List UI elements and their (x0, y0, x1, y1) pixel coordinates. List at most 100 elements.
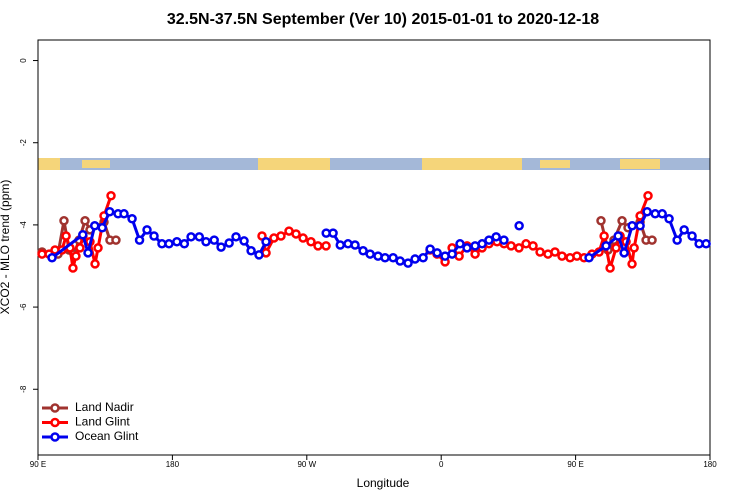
data-point (298, 233, 308, 243)
data-point (90, 259, 100, 269)
x-tick-label: 90 E (567, 460, 583, 469)
legend-marker (50, 403, 60, 413)
data-point (447, 249, 457, 259)
data-point (59, 216, 69, 226)
data-point (78, 230, 88, 240)
data-point (484, 235, 494, 245)
data-point (455, 239, 465, 249)
data-point (462, 243, 472, 253)
data-point (380, 253, 390, 263)
x-axis-label: Longitude (357, 476, 410, 490)
data-point (47, 253, 57, 263)
data-point (276, 231, 286, 241)
data-point (246, 246, 256, 256)
data-point (596, 216, 606, 226)
data-point (209, 235, 219, 245)
data-point (80, 216, 90, 226)
data-point (647, 235, 657, 245)
data-point (613, 231, 623, 241)
data-point (61, 231, 71, 241)
data-point (291, 229, 301, 239)
legend-marker (50, 432, 60, 442)
data-point (506, 241, 516, 251)
data-point (410, 254, 420, 264)
y-tick-label: -6 (19, 303, 28, 311)
data-point (642, 207, 652, 217)
data-point (186, 232, 196, 242)
data-point (701, 239, 711, 249)
data-point (358, 246, 368, 256)
data-point (418, 253, 428, 263)
data-point (97, 223, 107, 233)
data-point (619, 248, 629, 258)
data-point (491, 232, 501, 242)
data-point (350, 240, 360, 250)
data-point (664, 213, 674, 224)
data-point (201, 236, 211, 247)
data-point (119, 209, 129, 219)
data-point (224, 238, 234, 248)
data-point (194, 232, 205, 242)
data-point (557, 251, 567, 261)
data-point (617, 216, 627, 226)
data-point (328, 228, 338, 238)
y-tick-label: -2 (19, 139, 28, 147)
data-point (403, 258, 413, 268)
data-point (528, 241, 538, 251)
data-point (365, 249, 375, 259)
data-point (687, 231, 697, 241)
data-point (71, 251, 81, 261)
data-point (629, 243, 639, 253)
chart-title: 32.5N-37.5N September (Ver 10) 2015-01-0… (167, 11, 599, 28)
data-point (679, 225, 689, 235)
x-tick-label: 0 (439, 460, 444, 469)
data-point (127, 213, 137, 224)
data-point (68, 263, 78, 273)
x-tick-label: 90 W (297, 460, 316, 469)
data-point (657, 209, 667, 219)
data-point (254, 250, 264, 260)
data-point (605, 263, 615, 273)
data-point (134, 235, 145, 245)
data-point (611, 243, 621, 253)
data-point (261, 236, 271, 247)
data-point (535, 247, 545, 257)
data-point (179, 239, 190, 249)
data-point (321, 241, 331, 251)
map-strip (38, 158, 710, 170)
x-tick-label: 90 E (30, 460, 46, 469)
data-point (627, 259, 637, 269)
data-point (499, 235, 509, 245)
data-point (231, 232, 241, 242)
data-point (306, 236, 316, 247)
data-point (216, 242, 226, 252)
y-tick-label: -4 (19, 221, 28, 229)
data-point (239, 236, 249, 246)
data-point (164, 239, 174, 249)
data-point (432, 248, 442, 258)
data-point (627, 220, 637, 231)
data-point (104, 207, 115, 217)
data-point (599, 231, 609, 241)
series-line (42, 195, 650, 270)
data-point (111, 235, 121, 245)
data-point (572, 251, 582, 261)
plot-frame (37, 39, 711, 456)
data-point (470, 249, 480, 259)
legend-marker (50, 417, 60, 428)
data-point (388, 253, 398, 263)
data-point (142, 225, 152, 235)
data-point (83, 248, 93, 258)
data-point (550, 247, 560, 257)
data-point (584, 253, 594, 263)
data-point (106, 190, 116, 201)
data-point (672, 235, 682, 245)
data-point (75, 243, 85, 253)
y-axis-label: XCO2 - MLO trend (ppm) (0, 180, 12, 315)
legend-label: Land Nadir (75, 400, 134, 414)
data-point (172, 236, 182, 247)
data-point (601, 241, 611, 251)
data-point (395, 256, 405, 266)
